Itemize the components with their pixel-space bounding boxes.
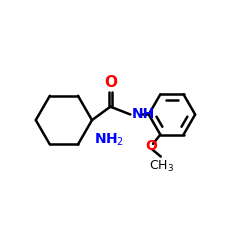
Text: CH$_3$: CH$_3$ <box>150 159 174 174</box>
Text: O: O <box>104 74 117 90</box>
Text: NH: NH <box>132 108 155 122</box>
Text: NH$_2$: NH$_2$ <box>94 132 124 148</box>
Text: O: O <box>145 139 157 153</box>
